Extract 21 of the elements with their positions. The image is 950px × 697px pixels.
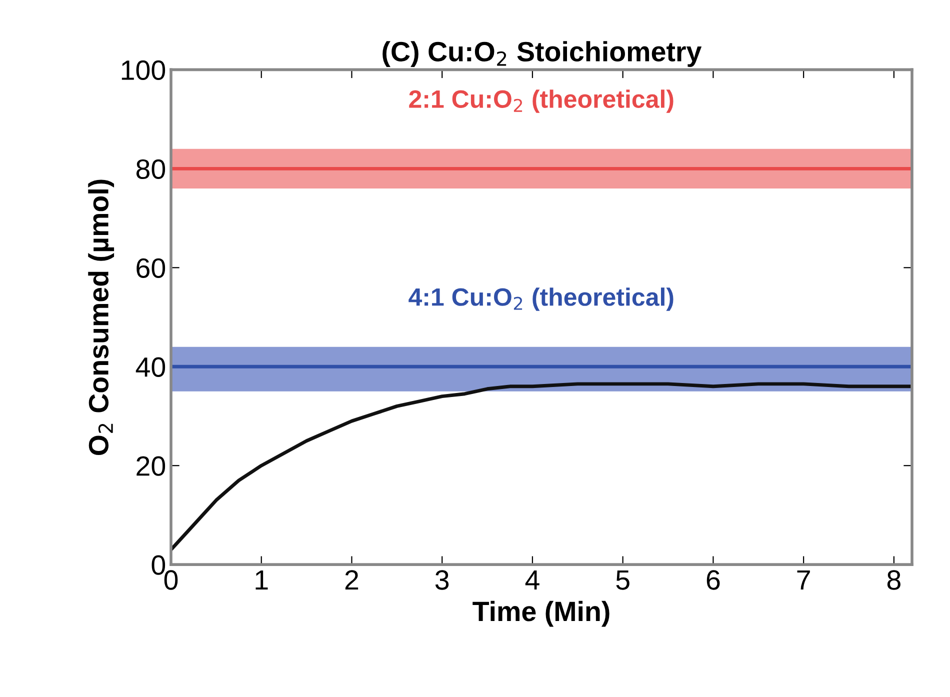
x-tick-label: 1 (256, 570, 268, 590)
y-tick-label: 0 (152, 555, 166, 575)
y-tick-label: 20 (136, 456, 166, 476)
x-tick-label: 3 (435, 570, 449, 590)
y-tick-label: 40 (136, 357, 166, 377)
y-tick-label: 80 (136, 159, 166, 180)
x-tick-label: 2 (345, 570, 358, 590)
x-tick-label: 0 (164, 570, 178, 590)
line-series (171, 382, 912, 552)
y-axis-title: O$_{2}$ Consumed (µmol) (88, 180, 114, 456)
x-tick-label: 8 (887, 570, 900, 590)
x-tick-label: 5 (616, 570, 630, 590)
x-tick-label: 7 (797, 570, 810, 590)
y-tick-label: 60 (136, 258, 166, 278)
y-tick-label: 100 (122, 60, 166, 80)
x-tick-label: 4 (525, 570, 540, 590)
x-axis-title: Time (Min) (472, 600, 610, 627)
chart-title: (C) Cu:O$_{2}$ Stoichiometry (382, 41, 702, 67)
annotation: 2:1 Cu:O$_{2}$ (theoretical) (409, 90, 674, 113)
x-tick-label: 6 (706, 570, 720, 590)
annotation: 4:1 Cu:O$_{2}$ (theoretical) (408, 288, 674, 311)
